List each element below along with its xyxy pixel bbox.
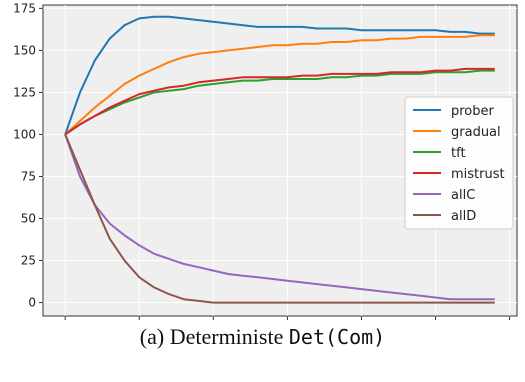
legend-label-allC: allC bbox=[451, 188, 475, 203]
series-line-prober bbox=[64, 15, 495, 135]
series-line-allC bbox=[64, 134, 495, 301]
legend-label-tft: tft bbox=[451, 146, 466, 161]
series-line-tft bbox=[64, 69, 495, 136]
series-line-allD bbox=[64, 134, 495, 304]
y-tick-label: 150 bbox=[13, 43, 36, 57]
y-tick-label: 0 bbox=[28, 296, 36, 310]
y-tick-label: 75 bbox=[21, 169, 36, 183]
caption-code: Det(Com) bbox=[288, 325, 386, 349]
y-tick-label: 125 bbox=[13, 85, 36, 99]
y-axis-ticks: 0 25 50 75 100 125 150 175 bbox=[13, 1, 43, 310]
legend-label-prober: prober bbox=[451, 104, 495, 119]
legend-label-gradual: gradual bbox=[451, 125, 501, 140]
series-line-mistrust bbox=[64, 67, 495, 136]
caption-prefix: (a) Deterministe bbox=[139, 324, 289, 349]
x-axis-ticks: 051015202530 bbox=[64, 316, 511, 320]
legend-label-allD: allD bbox=[451, 209, 476, 224]
y-tick-label: 25 bbox=[21, 254, 36, 268]
line-chart: 051015202530 0 25 50 75 100 125 150 175 prober g… bbox=[13, 1, 518, 320]
y-tick-label: 175 bbox=[13, 1, 36, 15]
series-line-gradual bbox=[64, 34, 495, 136]
legend-label-mistrust: mistrust bbox=[451, 167, 505, 182]
grid-lines bbox=[43, 5, 517, 316]
y-tick-label: 50 bbox=[21, 211, 36, 225]
series-lines bbox=[64, 15, 495, 304]
figure-caption: (a) Deterministe Det(Com) bbox=[0, 324, 525, 350]
legend: prober gradual tft mistrust allC allD bbox=[404, 96, 514, 230]
y-tick-label: 100 bbox=[13, 127, 36, 141]
